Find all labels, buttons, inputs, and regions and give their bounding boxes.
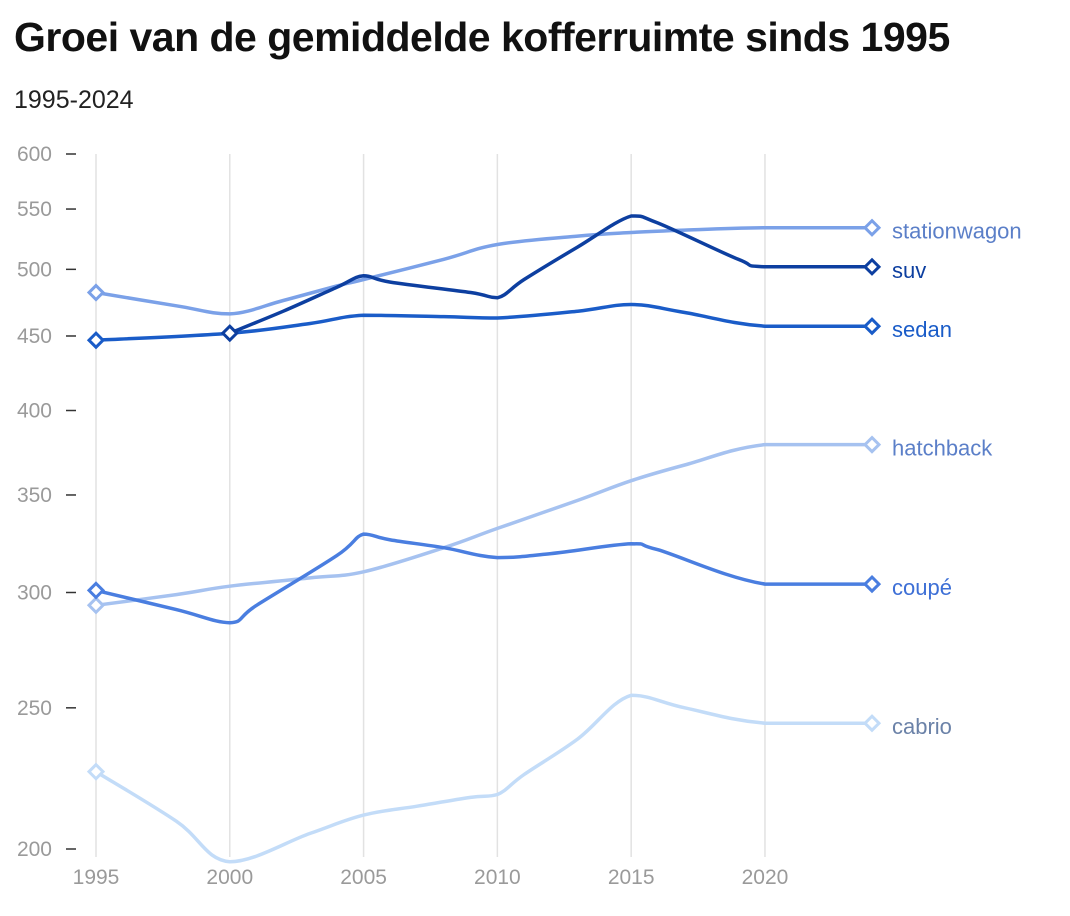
y-tick-label: 400 [17, 400, 52, 423]
x-tick-label: 2020 [742, 866, 789, 889]
chart-title: Groei van de gemiddelde kofferruimte sin… [14, 14, 950, 60]
chart-subtitle: 1995-2024 [14, 86, 134, 114]
series-start-marker [220, 324, 239, 343]
series-label: sedan [892, 317, 952, 342]
series-line [94, 532, 874, 625]
series-start-marker [86, 581, 106, 600]
series-labels: cabrio hatchback coupé stationwagon sedan suv [892, 219, 1022, 739]
series-sedan [86, 302, 882, 350]
series-end-marker [862, 574, 882, 594]
y-tick-label: 350 [17, 484, 52, 507]
x-tick-label: 2010 [474, 866, 521, 889]
series-line [228, 214, 874, 335]
series-line [94, 225, 874, 316]
y-tick-label: 500 [17, 258, 52, 281]
series-lines [86, 214, 882, 864]
series-start-marker [86, 331, 106, 350]
series-label: cabrio [892, 714, 952, 739]
series-cabrio [86, 693, 882, 864]
x-tick-label: 2015 [608, 866, 655, 889]
series-end-marker [862, 435, 882, 454]
series-hatchback [86, 435, 882, 615]
x-tick-label: 1995 [73, 866, 120, 889]
series-stationwagon [86, 218, 882, 316]
y-tick-label: 200 [17, 838, 52, 861]
grid-lines [95, 154, 766, 857]
series-suv [220, 214, 882, 343]
y-tick-label: 550 [17, 198, 52, 221]
series-start-marker [86, 762, 106, 781]
y-tick-label: 250 [17, 697, 52, 720]
series-label: coupé [892, 575, 952, 600]
series-line [94, 442, 874, 608]
axis-labels: 1995 2000 2005 2010 2015 2020 200 250 300 350 400 4… [17, 143, 788, 889]
series-line [94, 302, 874, 342]
series-coupe [86, 532, 882, 625]
series-start-marker [86, 283, 106, 302]
series-end-marker [862, 218, 882, 237]
series-line [94, 693, 874, 864]
series-end-marker [862, 257, 882, 276]
y-tick-label: 600 [17, 143, 52, 166]
series-label: hatchback [892, 436, 993, 461]
x-tick-label: 2000 [206, 866, 253, 889]
y-tick-label: 300 [17, 581, 52, 604]
series-label: suv [892, 258, 926, 283]
series-label: stationwagon [892, 219, 1022, 244]
y-tick-label: 450 [17, 325, 52, 348]
series-start-marker [86, 596, 106, 615]
x-tick-label: 2005 [340, 866, 387, 889]
series-end-marker [862, 714, 882, 733]
series-end-marker [862, 317, 882, 336]
